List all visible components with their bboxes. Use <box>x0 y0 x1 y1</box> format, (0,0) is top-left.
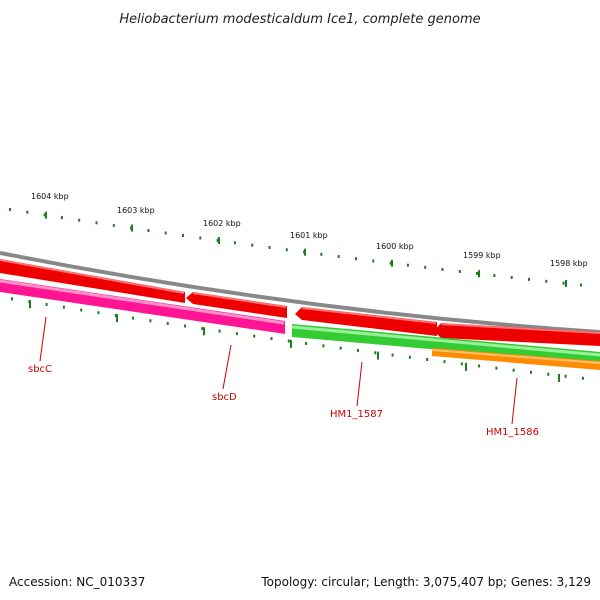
major-ticks <box>45 211 567 287</box>
gene-labels: sbcC sbcD HM1_1587 HM1_1586 <box>28 316 539 438</box>
gene-sbcC-sbcD-highlight <box>0 279 285 325</box>
cds-feature-3[interactable] <box>295 307 437 336</box>
cds-feature-3-highlight <box>301 307 437 324</box>
label-line-HM1_1587 <box>356 361 363 407</box>
gene-label-HM1_1586[interactable]: HM1_1586 <box>486 427 539 438</box>
tick-label-1599: 1599 kbp <box>463 251 501 260</box>
gene-HM1_1586-highlight <box>431 349 600 364</box>
cds-feature-1-highlight <box>0 259 185 294</box>
tick-label-1601: 1601 kbp <box>290 231 328 240</box>
cds-feature-1[interactable] <box>0 259 185 303</box>
accession-text: Accession: NC_010337 <box>9 575 145 589</box>
gene-label-HM1_1587[interactable]: HM1_1587 <box>330 409 383 420</box>
tick-label-1600: 1600 kbp <box>376 242 414 251</box>
genome-title: Heliobacterium modesticaldum Ice1, compl… <box>119 12 480 27</box>
cds-track <box>0 259 600 346</box>
genome-stats-text: Topology: circular; Length: 3,075,407 bp… <box>260 575 591 589</box>
gene-label-sbcC[interactable]: sbcC <box>28 364 52 375</box>
label-line-HM1_1586 <box>511 377 518 425</box>
label-line-sbcD <box>222 344 232 390</box>
tick-labels: 1604 kbp 1603 kbp 1602 kbp 1601 kbp 1600… <box>31 192 588 268</box>
gene-track <box>0 279 600 370</box>
cds-feature-4-highlight <box>440 323 600 334</box>
gene-label-sbcD[interactable]: sbcD <box>212 392 237 403</box>
cds-feature-2-highlight <box>192 292 287 308</box>
minor-ticks <box>9 208 582 287</box>
tick-label-1598: 1598 kbp <box>550 259 588 268</box>
cds-feature-2[interactable] <box>186 292 287 318</box>
tick-label-1604: 1604 kbp <box>31 192 69 201</box>
tick-track: 1604 kbp 1603 kbp 1602 kbp 1601 kbp 1600… <box>9 192 588 287</box>
inner-tick-track <box>11 297 584 383</box>
tick-label-1602: 1602 kbp <box>203 219 241 228</box>
tick-label-1603: 1603 kbp <box>117 206 155 215</box>
genome-backbone <box>0 251 600 334</box>
cds-feature-4[interactable] <box>434 323 600 346</box>
label-line-sbcC <box>39 316 47 362</box>
gene-HM1_1587-highlight <box>291 325 600 357</box>
